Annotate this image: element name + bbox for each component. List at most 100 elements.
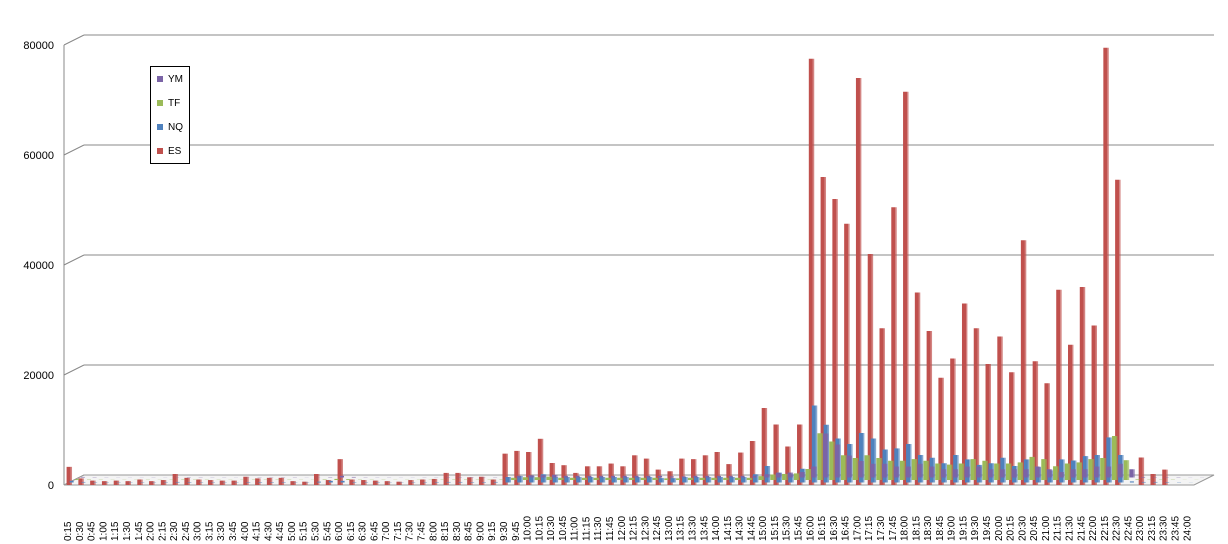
bar-es-41 [549,463,554,485]
bar-side-tf-44 [597,477,599,480]
bar-side-ym-81 [1039,466,1041,478]
bar-nq-37 [505,477,510,483]
x-tick-label-30: 7:45 [417,521,428,541]
bar-tf-89 [1123,460,1128,480]
bar-es-40 [537,438,542,485]
x-tick-label-27: 7:00 [381,521,392,541]
bar-tf-59 [770,474,775,480]
x-tick-label-84: 21:15 [1053,516,1064,541]
bar-side-nq-46 [615,477,617,483]
bar-es-23 [337,459,342,485]
bar-ym-70 [905,466,910,478]
bar-nq-33 [458,481,463,483]
bar-side-nq-44 [591,477,594,483]
gridline-side-4 [63,34,85,46]
bar-side-nq-47 [627,477,629,483]
legend-label-es: ES [168,145,182,157]
bar-es-48 [632,455,637,485]
bar-side-tf-59 [774,474,776,480]
bar-ym-59 [775,473,780,478]
x-tick-label-55: 14:00 [711,516,722,541]
bar-ym-58 [764,474,769,478]
bar-es-73 [926,331,931,485]
legend-swatch-nq [157,124,163,130]
bar-side-ym-58 [768,474,770,478]
bar-side-es-8 [164,480,167,485]
x-tick-label-56: 14:15 [723,516,734,541]
bar-side-tf-54 [715,477,717,480]
x-tick-label-76: 19:15 [958,516,969,541]
bar-side-es-69 [883,328,885,485]
x-tick-label-78: 19:45 [982,516,993,541]
bar-es-87 [1091,325,1096,485]
bar-side-tf-88 [1115,436,1118,480]
bar-side-tf-65 [845,455,847,480]
bar-side-es-32 [447,472,450,485]
bar-ym-65 [846,455,851,478]
bar-es-8 [160,480,165,485]
x-tick-label-13: 3:30 [216,521,227,541]
x-tick-label-35: 9:00 [475,521,486,541]
bar-side-tf-52 [691,477,694,480]
legend: YM TF NQ ES [150,66,190,164]
x-tick-label-36: 9:15 [487,521,498,541]
bar-side-tf-87 [1104,458,1106,480]
bar-side-es-89 [1119,179,1121,485]
bar-nq-71 [906,444,911,483]
bar-side-ym-69 [897,466,900,478]
bar-ym-74 [952,469,957,478]
bar-nq-75 [953,455,958,483]
bar-side-ym-62 [815,466,817,478]
x-tick-label-5: 1:30 [122,521,133,541]
bar-side-es-39 [530,452,532,485]
bar-nq-1 [81,481,86,483]
bar-side-nq-54 [709,477,712,483]
bar-nq-61 [788,474,793,483]
bar-ym-53 [705,475,710,478]
bar-side-tf-57 [750,477,753,480]
bar-tf-65 [840,455,845,480]
bar-side-es-27 [388,481,391,485]
bar-side-tf-39 [538,477,541,480]
x-tick-label-65: 16:30 [829,516,840,541]
x-tick-label-49: 12:30 [640,516,651,541]
bar-side-ym-63 [827,433,829,478]
x-tick-label-69: 17:30 [876,516,887,541]
bar-tf-79 [1005,463,1010,480]
x-tick-label-48: 12:15 [629,516,640,541]
bar-tf-58 [758,476,763,480]
bar-ym-43 [587,475,592,478]
bar-es-0 [66,466,71,485]
bar-ym-56 [740,475,745,478]
bar-tf-54 [711,477,716,480]
bar-tf-23 [346,479,351,480]
bar-side-es-60 [777,424,779,485]
bar-nq-23 [340,480,345,483]
bar-side-ym-83 [1062,472,1065,478]
bar-es-12 [207,480,212,485]
bar-es-91 [1138,457,1143,485]
bar-es-57 [738,452,743,485]
x-tick-label-37: 9:30 [499,521,510,541]
bar-tf-70 [899,460,904,480]
bar-ym-48 [646,475,651,478]
x-tick-label-10: 2:45 [181,521,192,541]
bar-tf-63 [817,433,822,480]
x-tick-label-6: 1:45 [134,521,145,541]
bar-side-tf-74 [951,464,953,480]
bar-side-es-82 [1036,361,1039,485]
bar-side-nq-63 [815,405,818,483]
bar-es-75 [950,358,955,485]
x-tick-label-67: 17:00 [852,516,863,541]
x-tick-label-2: 0:45 [87,521,98,541]
bar-side-nq-53 [698,477,700,483]
bar-ym-69 [893,466,898,478]
bar-es-10 [184,477,189,485]
bar-ym-22 [339,475,345,478]
bar-side-tf-89 [1127,460,1130,480]
bar-side-tf-75 [962,463,965,480]
bar-ym-55 [728,475,733,478]
bar-es-7 [149,481,154,485]
bar-tf-87 [1100,458,1105,480]
bar-side-es-86 [1083,287,1086,485]
